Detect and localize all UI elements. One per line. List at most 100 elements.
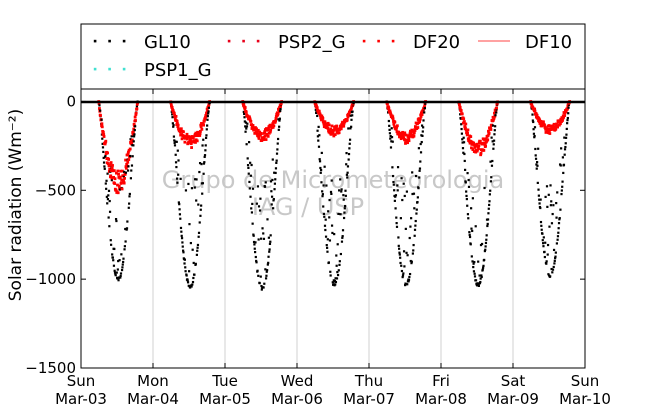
data-point-gl10	[130, 164, 134, 167]
data-point-gl10	[462, 151, 465, 154]
data-point-df20	[484, 144, 488, 148]
data-point-gl10	[105, 195, 108, 198]
data-point-gl10	[468, 233, 471, 236]
data-point-gl10	[247, 172, 250, 175]
data-point-gl10	[551, 212, 554, 216]
data-point-gl10	[197, 231, 201, 234]
data-point-gl10	[552, 248, 556, 252]
data-point-gl10	[542, 245, 545, 248]
data-point-gl10	[126, 220, 129, 223]
data-point-df20	[263, 134, 267, 138]
data-point-df20	[182, 130, 185, 134]
x-tick-label-date: Mar-04	[127, 390, 179, 408]
data-point-gl10	[279, 109, 282, 113]
data-point-gl10	[553, 259, 556, 262]
data-point-gl10	[388, 124, 391, 127]
data-point-gl10	[325, 243, 328, 247]
data-point-gl10	[171, 113, 174, 116]
data-point-df20	[340, 124, 344, 128]
data-point-df20	[404, 142, 407, 145]
data-point-gl10	[322, 205, 325, 208]
data-point-gl10	[412, 192, 416, 195]
data-point-gl10	[397, 236, 400, 239]
data-point-df20	[204, 114, 208, 118]
axis-ticks: SunMar-03MonMar-04TueMar-05WedMar-06ThuM…	[25, 89, 611, 408]
data-point-df20	[462, 120, 466, 123]
data-point-df20	[475, 142, 479, 146]
data-point-gl10	[460, 132, 464, 135]
data-point-gl10	[339, 213, 342, 216]
data-point-df20	[116, 183, 119, 187]
data-point-gl10	[100, 118, 103, 121]
legend-marker-psp1_g	[93, 67, 97, 71]
data-point-gl10	[540, 228, 543, 231]
data-point-gl10	[276, 137, 280, 141]
data-point-gl10	[410, 217, 413, 220]
data-point-gl10	[470, 255, 473, 258]
data-point-gl10	[532, 120, 535, 124]
data-point-gl10	[563, 148, 567, 151]
data-point-gl10	[390, 136, 394, 139]
data-point-df20	[322, 122, 326, 126]
data-point-gl10	[108, 225, 111, 228]
data-point-df20	[196, 130, 200, 134]
data-point-gl10	[547, 273, 550, 276]
data-point-gl10	[246, 164, 250, 167]
data-point-df20	[464, 126, 467, 130]
data-point-gl10	[393, 199, 396, 202]
data-point-df20	[249, 120, 253, 123]
data-point-df20	[395, 124, 399, 128]
data-point-gl10	[185, 274, 188, 277]
data-point-gl10	[327, 210, 330, 213]
data-point-gl10	[531, 113, 534, 116]
data-point-gl10	[407, 280, 410, 283]
data-point-gl10	[194, 262, 197, 265]
data-point-gl10	[349, 114, 352, 117]
data-point-gl10	[173, 144, 177, 147]
data-point-gl10	[422, 119, 425, 122]
data-point-df20	[345, 118, 349, 122]
x-tick-label-date: Mar-07	[343, 390, 395, 408]
data-point-gl10	[109, 239, 112, 242]
data-point-gl10	[323, 224, 327, 227]
data-point-df20	[97, 102, 101, 105]
data-point-df20	[116, 169, 120, 173]
data-point-gl10	[417, 147, 421, 150]
data-point-df20	[273, 120, 277, 124]
data-point-gl10	[544, 241, 547, 244]
data-point-gl10	[191, 283, 194, 286]
data-point-df20	[330, 124, 334, 128]
y-axis-label: Solar radiation (Wm⁻²)	[6, 109, 26, 301]
data-point-df20	[120, 187, 124, 191]
data-point-gl10	[339, 252, 342, 256]
data-point-df20	[202, 123, 206, 127]
data-point-gl10	[388, 128, 391, 131]
data-point-gl10	[106, 172, 109, 175]
data-point-gl10	[567, 106, 570, 109]
data-point-gl10	[345, 163, 348, 166]
data-point-df20	[188, 135, 191, 139]
data-point-gl10	[258, 209, 262, 212]
watermark-line-1: Grupo de Micrometeorologia	[162, 166, 504, 194]
data-point-gl10	[328, 216, 331, 219]
data-point-gl10	[330, 179, 333, 182]
data-point-df20	[342, 121, 346, 125]
data-point-gl10	[551, 271, 554, 274]
data-point-gl10	[418, 167, 422, 170]
data-point-gl10	[259, 275, 262, 278]
data-point-gl10	[467, 185, 471, 188]
data-point-df20	[470, 146, 473, 150]
data-point-gl10	[333, 232, 336, 236]
data-point-gl10	[110, 243, 113, 246]
data-point-gl10	[489, 189, 492, 192]
data-point-df20	[331, 130, 335, 134]
legend-marker-psp2_g	[256, 39, 260, 43]
data-point-gl10	[486, 222, 489, 226]
data-point-gl10	[348, 142, 351, 145]
data-point-df20	[328, 129, 331, 133]
data-point-df20	[412, 130, 416, 133]
data-point-gl10	[243, 120, 246, 123]
data-point-gl10	[275, 159, 278, 162]
data-point-gl10	[107, 216, 110, 219]
data-point-df20	[350, 106, 353, 110]
